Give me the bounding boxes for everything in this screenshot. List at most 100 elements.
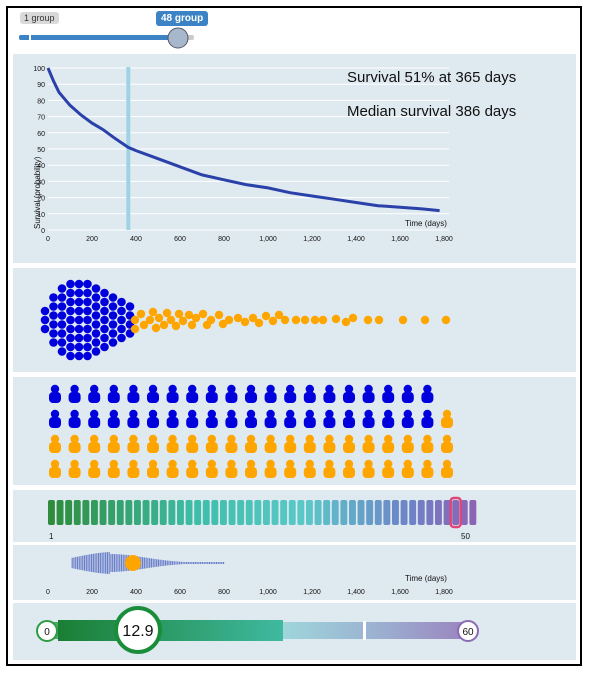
group-cell[interactable] xyxy=(452,500,459,525)
patient-icon-survived[interactable] xyxy=(206,385,218,403)
patient-dot-died[interactable] xyxy=(262,312,270,320)
patient-dot-died[interactable] xyxy=(146,316,154,324)
patient-dot-survived[interactable] xyxy=(100,307,109,316)
patient-icon-died[interactable] xyxy=(382,435,394,453)
patient-dot-survived[interactable] xyxy=(66,298,75,307)
patient-dot-survived[interactable] xyxy=(49,338,58,347)
group-cell[interactable] xyxy=(349,500,356,525)
patient-icon-died[interactable] xyxy=(284,435,296,453)
group-cell[interactable] xyxy=(375,500,382,525)
group-cell[interactable] xyxy=(272,500,279,525)
slider-thumb[interactable] xyxy=(168,28,188,48)
group-cell[interactable] xyxy=(65,500,72,525)
patient-dot-survived[interactable] xyxy=(117,325,126,334)
patient-dot-survived[interactable] xyxy=(92,302,101,311)
patient-dot-survived[interactable] xyxy=(117,316,126,325)
group-cell[interactable] xyxy=(74,500,81,525)
patient-dot-survived[interactable] xyxy=(66,280,75,289)
patient-dot-died[interactable] xyxy=(155,314,163,322)
patient-icon-died[interactable] xyxy=(402,435,414,453)
patient-icon-survived[interactable] xyxy=(265,385,277,403)
patient-dot-survived[interactable] xyxy=(49,293,58,302)
patient-dot-survived[interactable] xyxy=(83,343,92,352)
patient-dot-survived[interactable] xyxy=(75,334,84,343)
patient-dot-died[interactable] xyxy=(269,317,277,325)
patient-icon-survived[interactable] xyxy=(225,385,237,403)
patient-dot-survived[interactable] xyxy=(92,293,101,302)
patient-icon-died[interactable] xyxy=(147,435,159,453)
patient-icon-died[interactable] xyxy=(402,460,414,478)
patient-icon-survived[interactable] xyxy=(402,410,414,428)
group-cell[interactable] xyxy=(48,500,55,525)
patient-dot-survived[interactable] xyxy=(75,307,84,316)
group-cell[interactable] xyxy=(315,500,322,525)
group-cell[interactable] xyxy=(280,500,287,525)
patient-icon-survived[interactable] xyxy=(167,410,179,428)
patient-icon-survived[interactable] xyxy=(382,385,394,403)
patient-dot-survived[interactable] xyxy=(49,329,58,338)
group-cell[interactable] xyxy=(418,500,425,525)
patient-dot-died[interactable] xyxy=(199,310,207,318)
patient-dot-survived[interactable] xyxy=(58,320,67,329)
patient-dot-survived[interactable] xyxy=(83,325,92,334)
patient-icon-survived[interactable] xyxy=(382,410,394,428)
patient-dot-survived[interactable] xyxy=(92,338,101,347)
patient-icon-survived[interactable] xyxy=(147,410,159,428)
patient-dot-survived[interactable] xyxy=(83,334,92,343)
patient-icon-survived[interactable] xyxy=(284,410,296,428)
patient-dot-survived[interactable] xyxy=(92,284,101,293)
patient-dot-survived[interactable] xyxy=(100,334,109,343)
group-cell[interactable] xyxy=(203,500,210,525)
patient-dot-survived[interactable] xyxy=(49,311,58,320)
patient-dot-survived[interactable] xyxy=(100,316,109,325)
patient-dot-survived[interactable] xyxy=(58,284,67,293)
patient-icon-survived[interactable] xyxy=(49,410,61,428)
group-cell[interactable] xyxy=(134,500,141,525)
patient-dot-died[interactable] xyxy=(442,316,450,324)
patient-icon-died[interactable] xyxy=(206,460,218,478)
patient-dot-died[interactable] xyxy=(364,316,372,324)
group-cell[interactable] xyxy=(409,500,416,525)
group-cell[interactable] xyxy=(57,500,64,525)
patient-dot-survived[interactable] xyxy=(75,316,84,325)
patient-dot-survived[interactable] xyxy=(58,311,67,320)
patient-icon-survived[interactable] xyxy=(225,410,237,428)
patient-dot-survived[interactable] xyxy=(83,289,92,298)
group-cell[interactable] xyxy=(366,500,373,525)
group-cell[interactable] xyxy=(246,500,253,525)
patient-dot-survived[interactable] xyxy=(66,343,75,352)
patient-icon-died[interactable] xyxy=(421,460,433,478)
patient-icon-died[interactable] xyxy=(304,460,316,478)
patient-dot-survived[interactable] xyxy=(41,316,50,325)
group-cell[interactable] xyxy=(358,500,365,525)
patient-icon-survived[interactable] xyxy=(186,410,198,428)
patient-dot-died[interactable] xyxy=(207,316,215,324)
group-cell[interactable] xyxy=(426,500,433,525)
patient-icon-survived[interactable] xyxy=(88,385,100,403)
patient-icon-survived[interactable] xyxy=(127,385,139,403)
group-cell[interactable] xyxy=(82,500,89,525)
patient-icon-died[interactable] xyxy=(147,460,159,478)
group-cell[interactable] xyxy=(143,500,150,525)
patient-dot-survived[interactable] xyxy=(75,343,84,352)
patient-icon-died[interactable] xyxy=(88,460,100,478)
patient-icon-died[interactable] xyxy=(88,435,100,453)
patient-icon-died[interactable] xyxy=(108,460,120,478)
group-cell[interactable] xyxy=(160,500,167,525)
patient-icon-died[interactable] xyxy=(265,435,277,453)
patient-icon-died[interactable] xyxy=(225,460,237,478)
patient-dot-survived[interactable] xyxy=(66,307,75,316)
patient-dot-died[interactable] xyxy=(241,318,249,326)
patient-icon-survived[interactable] xyxy=(108,385,120,403)
patient-icon-survived[interactable] xyxy=(147,385,159,403)
patient-icon-died[interactable] xyxy=(186,460,198,478)
patient-dot-died[interactable] xyxy=(225,316,233,324)
patient-dot-survived[interactable] xyxy=(117,334,126,343)
patient-dot-died[interactable] xyxy=(399,316,407,324)
patient-dot-died[interactable] xyxy=(421,316,429,324)
patient-dot-survived[interactable] xyxy=(100,289,109,298)
patient-dot-died[interactable] xyxy=(281,316,289,324)
patient-icon-survived[interactable] xyxy=(363,385,375,403)
patient-icon-died[interactable] xyxy=(304,435,316,453)
patient-icon-died[interactable] xyxy=(441,410,453,428)
